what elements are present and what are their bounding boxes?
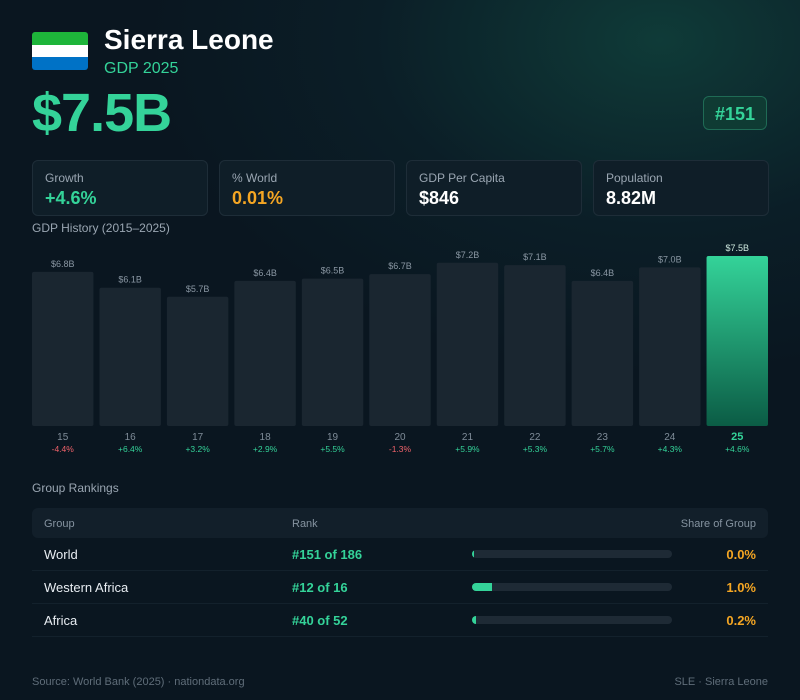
stat-card-growth: Growth +4.6% bbox=[32, 160, 208, 216]
chart-bar bbox=[436, 262, 499, 426]
share-bar-fill bbox=[472, 583, 492, 591]
table-header: Group Rank Share of Group bbox=[32, 508, 768, 538]
chart-bar bbox=[639, 267, 701, 426]
bar-value-label: $7.0B bbox=[658, 254, 682, 264]
rankings-title: Group Rankings bbox=[32, 481, 119, 495]
table-row: World #151 of 186 0.0% bbox=[32, 538, 768, 571]
x-tick-label: 18 bbox=[260, 432, 272, 443]
row-group: Western Africa bbox=[44, 580, 129, 595]
chart-bar bbox=[504, 265, 566, 426]
growth-label: +6.4% bbox=[118, 444, 143, 454]
x-tick-label: 17 bbox=[192, 432, 204, 443]
row-share: 0.2% bbox=[726, 613, 756, 628]
chart-bar bbox=[166, 296, 229, 426]
chart-bar bbox=[571, 280, 634, 426]
stat-label: Population bbox=[606, 171, 663, 185]
gdp-history-chart: $6.8B 15-4.4% $6.1B 16+6.4% $5.7B 17+3.2% $6.4… bbox=[32, 243, 768, 454]
rankings-table: Group Rank Share of Group World #151 of … bbox=[32, 508, 768, 637]
row-group: Africa bbox=[44, 613, 78, 628]
flag-stripe-green bbox=[32, 32, 88, 45]
bar-value-label: $7.2B bbox=[456, 250, 480, 260]
row-rank: #12 of 16 bbox=[292, 580, 348, 595]
bar-value-label: $5.7B bbox=[186, 284, 210, 294]
row-rank: #40 of 52 bbox=[292, 613, 348, 628]
table-row: Africa #40 of 52 0.2% bbox=[32, 604, 768, 637]
header-group: Group bbox=[44, 518, 75, 530]
stat-value: 0.01% bbox=[232, 188, 284, 208]
x-tick-label: 15 bbox=[57, 432, 69, 443]
share-bar-fill bbox=[472, 550, 474, 558]
flag-stripe-white bbox=[32, 44, 88, 58]
bar-value-label: $6.1B bbox=[118, 275, 142, 285]
growth-label: -1.3% bbox=[389, 444, 412, 454]
growth-label: +3.2% bbox=[185, 444, 210, 454]
stat-value: $846 bbox=[419, 188, 460, 208]
bar-value-label: $6.4B bbox=[591, 268, 615, 278]
share-bar bbox=[472, 583, 672, 591]
x-tick-label: 23 bbox=[597, 432, 609, 443]
bar-value-label: $7.1B bbox=[523, 252, 547, 262]
x-tick-label: 22 bbox=[529, 432, 541, 443]
stat-value: +4.6% bbox=[45, 188, 97, 208]
x-tick-label: 16 bbox=[125, 432, 137, 443]
x-tick-label: 25 bbox=[731, 431, 743, 443]
row-group: World bbox=[44, 547, 78, 562]
growth-label: -4.4% bbox=[52, 444, 75, 454]
page-subtitle: GDP 2025 bbox=[104, 60, 179, 77]
growth-label: +5.3% bbox=[523, 444, 548, 454]
x-tick-label: 19 bbox=[327, 432, 339, 443]
chart-bar bbox=[301, 278, 364, 426]
header-share: Share of Group bbox=[680, 518, 756, 530]
chart-bar bbox=[32, 271, 94, 426]
chart-bar bbox=[234, 280, 296, 426]
growth-label: +4.3% bbox=[658, 444, 683, 454]
stat-label: % World bbox=[232, 171, 278, 185]
header-rank: Rank bbox=[292, 518, 318, 530]
share-bar bbox=[472, 616, 672, 624]
growth-label: +2.9% bbox=[253, 444, 278, 454]
chart-bar bbox=[706, 256, 768, 426]
growth-label: +4.6% bbox=[725, 444, 750, 454]
country-title: Sierra Leone bbox=[104, 24, 274, 55]
chart-bar bbox=[369, 274, 431, 426]
bar-value-label: $6.4B bbox=[253, 268, 277, 278]
growth-label: +5.5% bbox=[320, 444, 345, 454]
chart-title: GDP History (2015–2025) bbox=[32, 221, 170, 235]
row-share: 1.0% bbox=[726, 580, 756, 595]
stat-card-world-share: % World 0.01% bbox=[219, 160, 395, 216]
share-bar bbox=[472, 550, 672, 558]
gdp-value: $7.5B bbox=[32, 83, 172, 143]
x-tick-label: 21 bbox=[462, 432, 474, 443]
footer-source: Source: World Bank (2025) · nationdata.o… bbox=[32, 676, 245, 688]
stat-label: GDP Per Capita bbox=[419, 171, 505, 185]
x-tick-label: 20 bbox=[394, 432, 406, 443]
footer-country-code: SLE · Sierra Leone bbox=[674, 676, 768, 688]
share-bar-fill bbox=[472, 616, 476, 624]
x-tick-label: 24 bbox=[664, 432, 676, 443]
stat-label: Growth bbox=[45, 171, 84, 185]
stat-card-population: Population 8.82M bbox=[593, 160, 769, 216]
stat-card-per-capita: GDP Per Capita $846 bbox=[406, 160, 582, 216]
bar-value-label: $7.5B bbox=[726, 243, 750, 253]
bar-value-label: $6.5B bbox=[321, 266, 345, 276]
stat-value: 8.82M bbox=[606, 188, 657, 208]
country-flag bbox=[32, 32, 88, 70]
flag-stripe-blue bbox=[32, 57, 88, 70]
growth-label: +5.9% bbox=[455, 444, 480, 454]
bar-value-label: $6.8B bbox=[51, 259, 75, 269]
bar-value-label: $6.7B bbox=[388, 261, 412, 271]
row-share: 0.0% bbox=[726, 547, 756, 562]
row-rank: #151 of 186 bbox=[292, 547, 363, 562]
table-row: Western Africa #12 of 16 1.0% bbox=[32, 571, 768, 604]
chart-bar bbox=[99, 287, 161, 426]
rank-badge: #151 bbox=[703, 96, 767, 130]
growth-label: +5.7% bbox=[590, 444, 615, 454]
